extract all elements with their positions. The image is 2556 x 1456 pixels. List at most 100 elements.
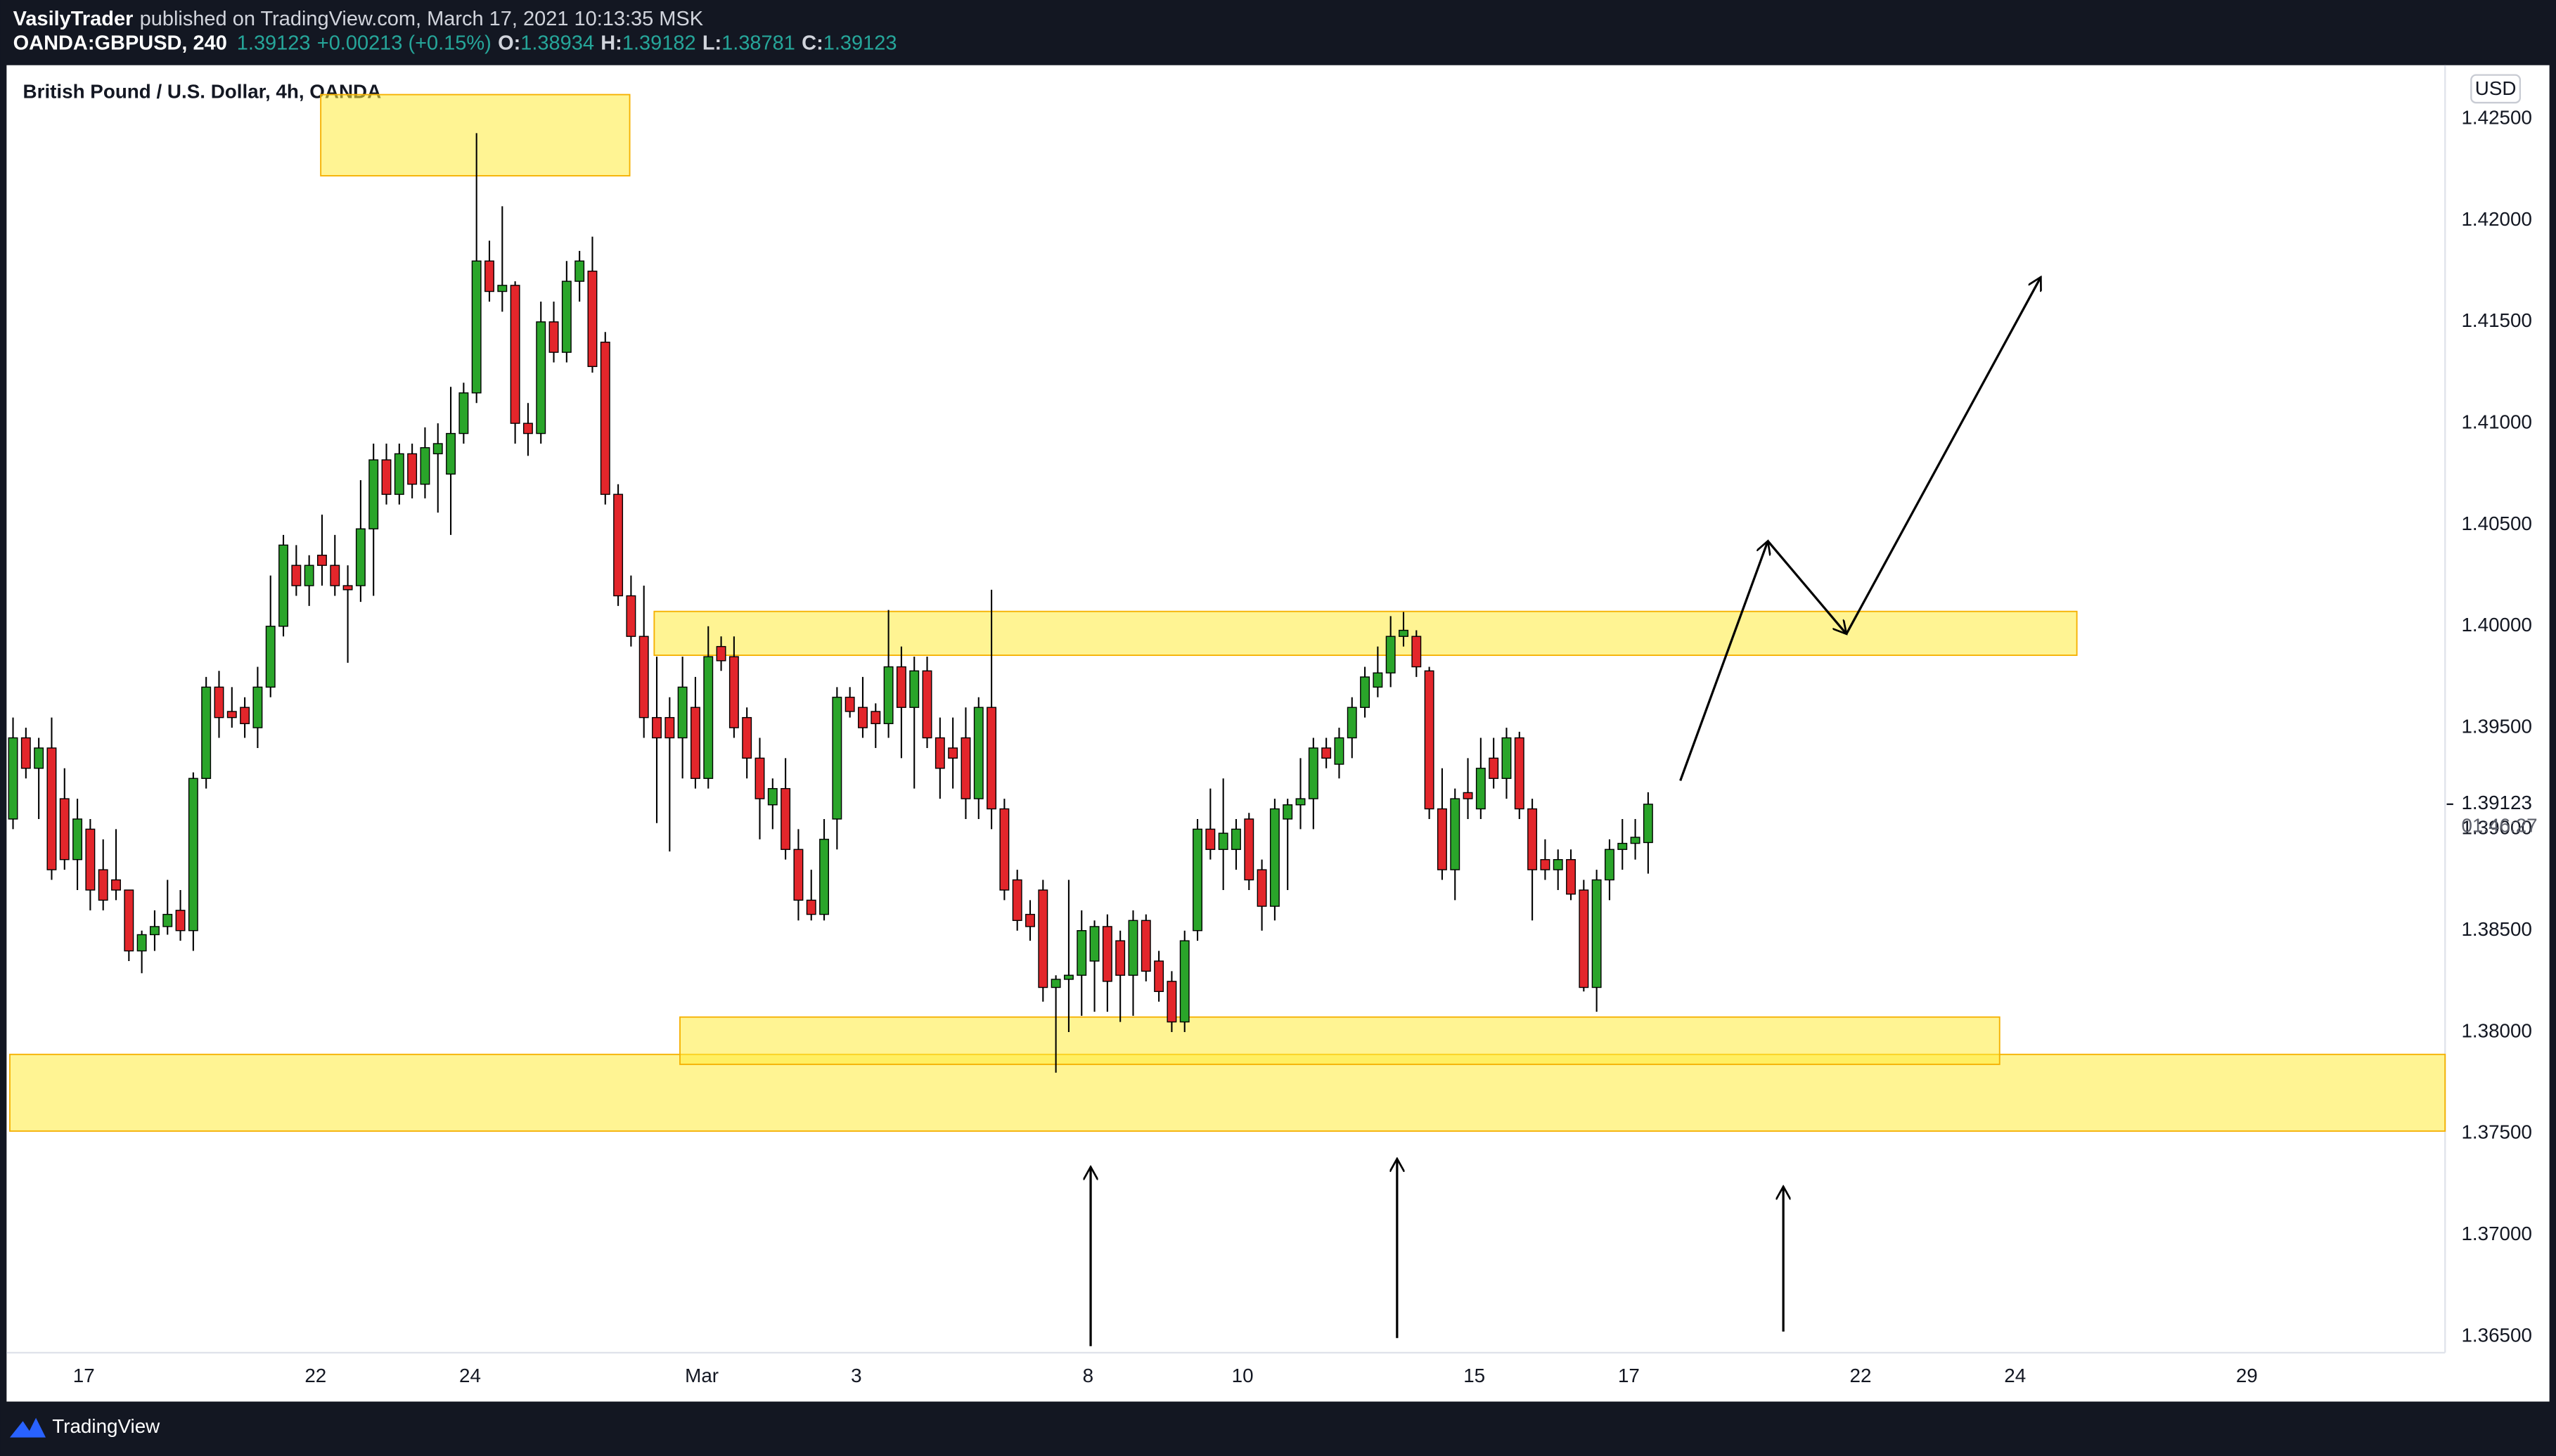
- candle-body: [175, 910, 186, 932]
- candle-body: [844, 697, 855, 712]
- candle-body: [1012, 879, 1022, 921]
- arrow: [1679, 541, 1768, 781]
- y-tick-label: 1.41000: [2461, 411, 2531, 432]
- last: 1.39123: [237, 32, 311, 54]
- ohlc-val: 1.38781: [721, 32, 795, 54]
- x-tick-label: Mar: [685, 1365, 719, 1386]
- candle-body: [252, 686, 263, 728]
- candle-body: [1334, 737, 1344, 765]
- candle-body: [1205, 828, 1216, 850]
- candle-body: [1179, 940, 1190, 1023]
- currency: USD: [2475, 77, 2517, 99]
- y-tick-label: 1.42000: [2461, 208, 2531, 230]
- candle-body: [793, 849, 804, 901]
- ohlc-key: O:: [498, 32, 520, 54]
- candle-body: [355, 528, 366, 586]
- candle-body: [728, 656, 739, 728]
- candle-body: [781, 787, 791, 850]
- candle-body: [1630, 837, 1640, 844]
- candle-body: [124, 889, 134, 952]
- candle-body: [72, 818, 83, 861]
- candle-body: [1321, 747, 1332, 759]
- candle-body: [458, 392, 469, 434]
- countdown: 01:46:27: [2461, 815, 2537, 837]
- candle-body: [1489, 757, 1499, 779]
- candle-body: [1051, 979, 1061, 988]
- candle-body: [1463, 792, 1473, 799]
- x-tick-label: 22: [1850, 1365, 1872, 1386]
- candle-body: [587, 270, 598, 368]
- candle-body: [1063, 974, 1074, 980]
- candle-body: [1643, 804, 1653, 844]
- candle-body: [871, 711, 881, 724]
- candle-body: [136, 934, 147, 952]
- x-tick-label: 24: [2004, 1365, 2026, 1386]
- candle-body: [767, 787, 778, 806]
- zone: [653, 610, 2078, 656]
- candle-body: [1540, 858, 1550, 870]
- candle-body: [961, 737, 971, 799]
- candle-body: [1167, 981, 1177, 1023]
- candle-body: [1527, 808, 1538, 870]
- logo-icon: [10, 1417, 46, 1438]
- candle-body: [1347, 707, 1357, 739]
- candle-body: [85, 828, 96, 891]
- zone: [679, 1016, 2001, 1065]
- candle-body: [664, 716, 675, 739]
- candle-body: [368, 459, 379, 529]
- candle-body: [98, 869, 108, 901]
- candle-body: [1514, 737, 1524, 810]
- candle-body: [330, 565, 340, 586]
- candle-body: [690, 707, 700, 779]
- candle-body: [548, 321, 559, 353]
- x-tick-label: 3: [851, 1365, 861, 1386]
- candle-body: [1450, 798, 1460, 870]
- candle-body: [304, 565, 314, 586]
- ohlc-val: 1.39123: [823, 32, 897, 54]
- x-tick-label: 10: [1232, 1365, 1254, 1386]
- candle-body: [1244, 818, 1254, 881]
- candle-body: [536, 321, 546, 434]
- candle-body: [819, 839, 830, 915]
- zone: [320, 94, 631, 176]
- candle-body: [1579, 889, 1589, 988]
- candle-body: [1154, 960, 1164, 992]
- header-line-2: OANDA:GBPUSD, 240 1.39123 +0.00213 (+0.15%…: [13, 32, 897, 54]
- candle-body: [188, 778, 198, 932]
- candle-body: [1257, 869, 1267, 907]
- y-tick-label: 1.39000: [2461, 817, 2531, 839]
- candle-body: [896, 666, 906, 708]
- candle-body: [999, 808, 1010, 891]
- candle-body: [522, 423, 533, 434]
- header-line-1: VasilyTrader published on TradingView.com…: [13, 7, 703, 30]
- candle-body: [497, 285, 508, 292]
- candle-body: [1617, 842, 1628, 850]
- candle-body: [432, 443, 443, 455]
- candle-body: [407, 453, 418, 485]
- candle-body: [265, 626, 276, 688]
- ohlc-key: C:: [802, 32, 823, 54]
- x-tick-label: 17: [1618, 1365, 1640, 1386]
- candle-body: [561, 281, 572, 353]
- y-tick-label: 1.38500: [2461, 918, 2531, 940]
- candle-body: [922, 670, 932, 739]
- candle-body: [1038, 889, 1048, 988]
- y-tick-label: 1.38000: [2461, 1019, 2531, 1041]
- candle-body: [34, 747, 44, 769]
- candle-body: [1605, 849, 1614, 881]
- candle-body: [1424, 670, 1434, 810]
- candle-body: [1399, 629, 1408, 637]
- candle-body: [484, 260, 494, 292]
- last-price-label: 1.39123: [2461, 792, 2531, 813]
- candle-body: [20, 737, 31, 769]
- published: published on TradingView.com, March 17, …: [140, 7, 703, 30]
- x-tick-label: 8: [1083, 1365, 1093, 1386]
- candle-body: [1475, 768, 1486, 810]
- candle-body: [1295, 798, 1306, 806]
- y-tick-label: 1.40000: [2461, 614, 2531, 636]
- ohlc-key: H:: [601, 32, 622, 54]
- zone: [9, 1053, 2446, 1132]
- candle-body: [1089, 926, 1100, 962]
